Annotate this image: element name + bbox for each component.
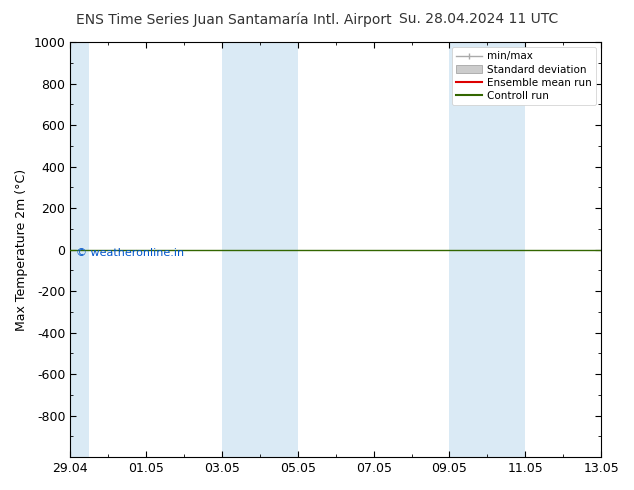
Bar: [450, 42, 526, 457]
Y-axis label: Max Temperature 2m (°C): Max Temperature 2m (°C): [15, 169, 28, 331]
Text: Su. 28.04.2024 11 UTC: Su. 28.04.2024 11 UTC: [399, 12, 558, 26]
Legend: min/max, Standard deviation, Ensemble mean run, Controll run: min/max, Standard deviation, Ensemble me…: [451, 47, 596, 105]
Bar: [222, 42, 298, 457]
Text: © weatheronline.in: © weatheronline.in: [75, 247, 184, 258]
Text: ENS Time Series Juan Santamaría Intl. Airport: ENS Time Series Juan Santamaría Intl. Ai…: [76, 12, 392, 27]
Bar: [70, 42, 89, 457]
